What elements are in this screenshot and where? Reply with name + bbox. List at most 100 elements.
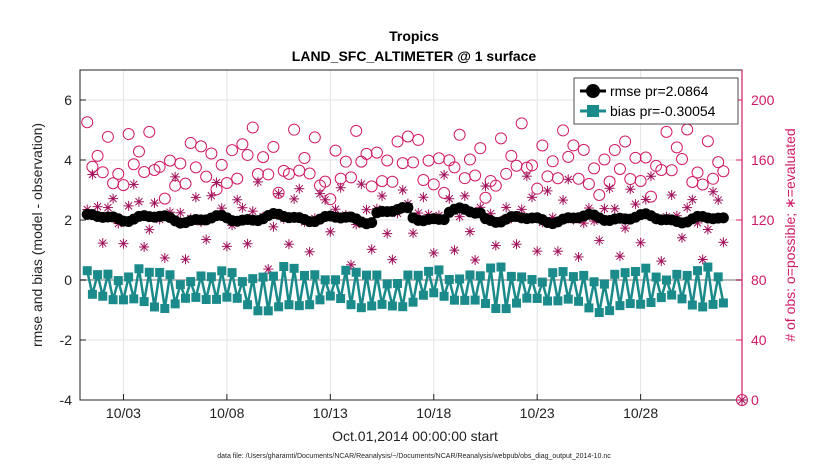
bias-marker bbox=[372, 270, 382, 280]
evaluated-obs-marker bbox=[459, 190, 470, 201]
possible-obs-marker bbox=[303, 167, 316, 180]
rmse-marker bbox=[366, 217, 378, 229]
asterisk-stroke bbox=[367, 245, 376, 254]
asterisk-stroke bbox=[460, 192, 469, 200]
bias-marker bbox=[93, 270, 103, 280]
bias-marker bbox=[548, 268, 558, 278]
asterisk-stroke bbox=[109, 194, 117, 203]
bias-marker bbox=[356, 303, 366, 313]
bias-marker bbox=[532, 293, 542, 303]
asterisk-stroke bbox=[124, 202, 133, 210]
possible-obs-marker bbox=[241, 148, 254, 161]
bias-marker bbox=[243, 300, 253, 310]
y-tick-label: -4 bbox=[60, 392, 73, 408]
possible-obs-marker bbox=[588, 162, 601, 175]
evaluated-obs-marker bbox=[180, 254, 191, 265]
asterisk-stroke bbox=[709, 187, 717, 196]
evaluated-obs-marker bbox=[118, 238, 129, 249]
evaluated-obs-marker bbox=[532, 246, 543, 257]
chart-subtitle: LAND_SFC_ALTIMETER @ 1 surface bbox=[292, 48, 537, 64]
possible-obs-marker bbox=[267, 140, 280, 153]
possible-obs-marker bbox=[577, 143, 590, 156]
bias-marker bbox=[449, 295, 459, 305]
bias-marker bbox=[444, 275, 454, 285]
asterisk-stroke bbox=[336, 183, 345, 192]
bias-marker bbox=[336, 294, 346, 304]
evaluated-obs-marker bbox=[490, 240, 501, 251]
asterisk-stroke bbox=[455, 212, 464, 221]
evaluated-obs-marker bbox=[609, 203, 620, 214]
asterisk-stroke bbox=[595, 236, 604, 245]
y-axis-right-label: # of obs: o=possible; ∗=evaluated bbox=[782, 128, 798, 341]
bias-marker bbox=[263, 306, 273, 316]
possible-obs-marker bbox=[386, 175, 399, 188]
asterisk-stroke bbox=[171, 173, 180, 181]
asterisk-stroke bbox=[93, 202, 102, 211]
bias-marker bbox=[217, 266, 227, 276]
bias-marker bbox=[222, 292, 232, 302]
bias-marker bbox=[325, 291, 335, 301]
evaluated-obs-marker bbox=[594, 235, 605, 246]
asterisk-stroke bbox=[362, 205, 371, 214]
y-right-tick-label: 40 bbox=[751, 332, 767, 348]
possible-obs-marker bbox=[665, 164, 678, 177]
possible-obs-marker bbox=[546, 155, 559, 168]
evaluated-obs-marker bbox=[501, 202, 512, 213]
evaluated-obs-marker bbox=[133, 196, 144, 207]
asterisk-stroke bbox=[285, 240, 293, 249]
asterisk-stroke bbox=[409, 229, 417, 238]
evaluated-obs-marker bbox=[325, 226, 336, 237]
bias-marker bbox=[413, 270, 423, 280]
evaluated-obs-marker bbox=[242, 238, 253, 249]
asterisk-stroke bbox=[621, 224, 629, 232]
evaluated-obs-marker bbox=[170, 171, 181, 182]
possible-obs-marker bbox=[572, 172, 585, 185]
asterisk-stroke bbox=[135, 197, 143, 206]
possible-obs-marker bbox=[246, 121, 259, 134]
evaluated-obs-marker bbox=[702, 224, 713, 235]
possible-obs-marker bbox=[670, 141, 683, 154]
possible-obs-marker bbox=[500, 167, 513, 180]
bias-marker bbox=[129, 294, 139, 304]
asterisk-stroke bbox=[383, 229, 392, 238]
evaluated-obs-marker bbox=[656, 256, 667, 267]
possible-obs-marker bbox=[257, 151, 270, 164]
evaluated-obs-marker bbox=[237, 202, 248, 213]
possible-obs-marker bbox=[329, 144, 342, 157]
possible-obs-marker bbox=[712, 156, 725, 169]
bias-marker bbox=[480, 299, 490, 309]
asterisk-stroke bbox=[667, 191, 676, 199]
possible-obs-marker bbox=[365, 180, 378, 193]
possible-obs-marker bbox=[629, 151, 642, 164]
possible-obs-marker bbox=[220, 177, 233, 190]
evaluated-obs-marker bbox=[320, 194, 331, 205]
evaluated-obs-marker bbox=[418, 192, 429, 203]
asterisk-stroke bbox=[559, 196, 567, 204]
asterisk-stroke bbox=[533, 247, 542, 256]
asterisk-stroke bbox=[254, 178, 262, 186]
bias-marker bbox=[672, 269, 682, 279]
evaluated-obs-marker bbox=[92, 201, 103, 212]
asterisk-stroke bbox=[238, 203, 247, 212]
bias-marker bbox=[393, 278, 403, 288]
asterisk-stroke bbox=[321, 195, 330, 204]
bias-marker bbox=[362, 270, 372, 280]
bias-marker bbox=[620, 268, 630, 278]
bias-marker bbox=[568, 272, 578, 282]
bias-marker bbox=[315, 295, 325, 305]
possible-obs-marker bbox=[515, 117, 528, 130]
bias-marker bbox=[527, 275, 537, 285]
series-layer bbox=[81, 116, 748, 406]
asterisk-stroke bbox=[631, 200, 640, 208]
evaluated-obs-marker bbox=[102, 202, 113, 213]
asterisk-stroke bbox=[104, 203, 112, 212]
evaluated-obs-marker bbox=[521, 171, 532, 182]
bias-marker bbox=[387, 301, 397, 311]
evaluated-obs-marker bbox=[139, 241, 150, 252]
evaluated-obs-marker bbox=[439, 169, 450, 180]
possible-obs-marker bbox=[608, 144, 621, 157]
possible-obs-marker bbox=[96, 166, 109, 179]
possible-obs-marker bbox=[319, 175, 332, 188]
asterisk-stroke bbox=[512, 240, 521, 249]
y-tick-label: 0 bbox=[64, 272, 72, 288]
